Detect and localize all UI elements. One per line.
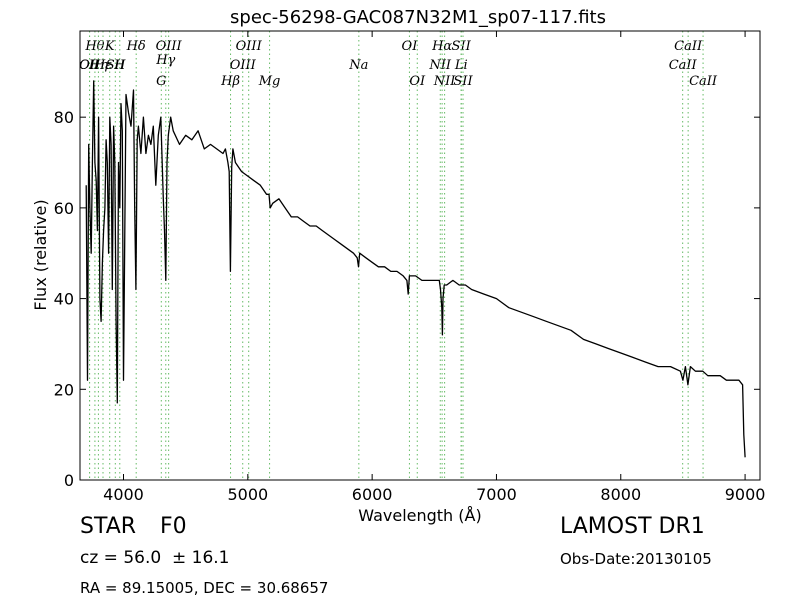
spectral-line-label: CaII <box>689 74 718 89</box>
obs-date-text: Obs-Date:20130105 <box>560 550 712 568</box>
redshift-text: cz = 56.0 ± 16.1 <box>80 548 230 568</box>
spectral-line-label: OIII <box>230 58 257 73</box>
spectral-line-label: OI <box>402 39 419 54</box>
x-tick-label: 8000 <box>600 485 641 504</box>
object-class: STAR <box>80 514 137 539</box>
x-tick-label: 9000 <box>725 485 766 504</box>
spectral-line-label: NII <box>428 58 452 73</box>
line-markers: OIIOIIHθHηHεKSIIHHδGHγOIIIHβOIIIOIIIMgNa… <box>79 31 718 480</box>
spectral-line-label: SII <box>452 39 472 54</box>
axis-ticks: 4000 5000 6000 7000 8000 9000 0 20 40 60 80 <box>54 31 766 504</box>
x-axis-label: Wavelength (Å) <box>358 506 481 525</box>
y-tick-label: 80 <box>54 108 74 127</box>
spectral-line-label: OII <box>79 58 101 73</box>
spectrum-series-line <box>85 80 746 458</box>
spectral-line-label: Hγ <box>155 53 175 68</box>
spectral-line-label: OI <box>409 74 426 89</box>
spectral-line-label: Li <box>454 58 468 73</box>
spectral-line-label: G <box>156 74 166 89</box>
spectral-line-label: CaII <box>674 39 703 54</box>
spectral-line-label: OII <box>79 58 101 73</box>
spectral-line-label: NII <box>433 74 457 89</box>
spectral-line-label: SII <box>106 58 126 73</box>
spectral-line-label: Hη <box>88 58 108 73</box>
chart-title: spec-56298-GAC087N32M1_sp07-117.fits <box>230 7 606 28</box>
y-axis-label: Flux (relative) <box>31 199 50 310</box>
y-tick-label: 40 <box>54 290 74 309</box>
series-layer <box>85 80 746 458</box>
y-tick-label: 20 <box>54 380 74 399</box>
x-tick-label: 4000 <box>103 485 144 504</box>
spectral-line-label: Na <box>348 58 368 73</box>
x-tick-label: 7000 <box>476 485 517 504</box>
spectral-line-label: Hβ <box>220 74 240 89</box>
spectral-line-label: Hα <box>431 39 452 54</box>
y-tick-label: 0 <box>64 471 74 490</box>
object-subclass: F0 <box>160 514 187 539</box>
spectral-line-label: CaII <box>669 58 698 73</box>
spectral-line-label: Mg <box>258 74 281 89</box>
spectral-line-label: Hθ <box>84 39 104 54</box>
spectral-line-label: OIII <box>236 39 263 54</box>
spectral-line-label: OIII <box>156 39 183 54</box>
y-tick-label: 60 <box>54 199 74 218</box>
x-tick-label: 6000 <box>352 485 393 504</box>
coordinates-text: RA = 89.15005, DEC = 30.68657 <box>80 579 329 597</box>
spectral-line-label: Hε <box>93 58 112 73</box>
spectral-line-label: K <box>104 39 116 54</box>
spectral-line-label: H <box>113 58 126 73</box>
x-tick-label: 5000 <box>227 485 268 504</box>
spectral-line-label: Hδ <box>126 39 146 54</box>
survey-label: LAMOST DR1 <box>560 514 705 539</box>
plot-frame <box>79 30 761 481</box>
spectral-line-label: SII <box>453 74 473 89</box>
